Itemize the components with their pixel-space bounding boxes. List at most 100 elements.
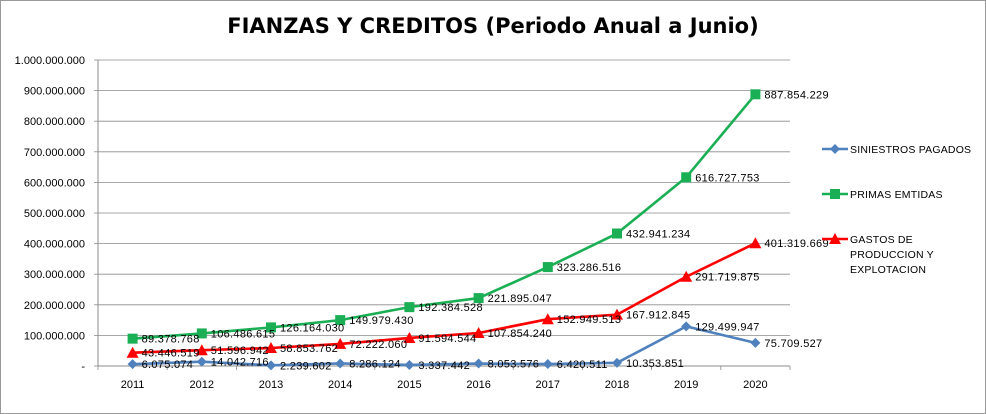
data-point (541, 313, 554, 325)
data-label: 58.853.762 (280, 343, 338, 355)
legend-swatch (822, 188, 848, 200)
data-label: 8.053.576 (488, 359, 540, 371)
y-tick-label: 200.000.000 (24, 300, 85, 312)
data-point (473, 358, 484, 369)
data-label: 6.075.074 (142, 359, 194, 371)
data-point (473, 293, 484, 304)
data-point (265, 341, 277, 353)
series-line (132, 325, 756, 367)
data-point (195, 344, 208, 356)
legend-label-line: PRIMAS EMTIDAS (850, 189, 943, 201)
data-point (749, 237, 762, 249)
x-tick-label: 2012 (190, 379, 214, 391)
data-label: 72.222.060 (349, 339, 407, 351)
y-tick-label: 900.000.000 (24, 86, 85, 98)
data-label: 401.319.669 (764, 238, 828, 250)
data-label: 221.895.047 (488, 293, 552, 305)
data-point (542, 262, 553, 273)
data-point (611, 308, 623, 320)
data-point (612, 357, 622, 368)
data-point (681, 172, 692, 183)
data-label: 323.286.516 (557, 262, 621, 274)
data-label: 432.941.234 (626, 229, 690, 241)
legend-swatch (822, 143, 848, 155)
legend-label-line: EXPLOTACION (850, 264, 927, 276)
data-point (266, 360, 276, 371)
legend-item: SINIESTROS PAGADOS (822, 143, 971, 158)
x-tick-label: 2013 (259, 379, 283, 391)
data-point (126, 346, 139, 358)
x-tick-label: 2017 (536, 379, 560, 391)
data-label: 126.164.030 (280, 322, 344, 334)
legend-item: PRIMAS EMTIDAS (822, 188, 943, 203)
legend-label: PRIMAS EMTIDAS (850, 188, 943, 203)
series-line (132, 93, 757, 340)
data-point (750, 89, 761, 100)
data-label: 106.486.615 (211, 328, 275, 340)
y-tick-label: - (81, 361, 85, 373)
data-label: 291.719.875 (695, 272, 759, 284)
data-point (681, 321, 692, 332)
data-point (334, 337, 347, 349)
legend-label: GASTOS DE PRODUCCION Y EXPLOTACION (850, 233, 934, 278)
data-label: 129.499.947 (695, 321, 759, 333)
legend-label-line: PRODUCCION Y (850, 249, 934, 261)
x-tick-label: 2018 (605, 379, 629, 391)
y-tick-label: 400.000.000 (24, 239, 85, 251)
x-tick-label: 2019 (674, 379, 698, 391)
data-label: 2.239.602 (280, 360, 332, 372)
data-point (680, 270, 693, 282)
data-label: 10.353.851 (626, 358, 684, 370)
data-label: 167.912.845 (626, 310, 690, 322)
data-label: 89.378.768 (142, 334, 200, 346)
data-label: 51.596.942 (211, 345, 269, 357)
y-tick-label: 600.000.000 (24, 177, 85, 189)
series-line (132, 242, 756, 355)
data-label: 14.042.716 (211, 357, 269, 369)
data-label: 91.594.544 (418, 333, 476, 345)
x-tick-label: 2014 (328, 379, 352, 391)
data-point (612, 228, 622, 239)
data-point (403, 331, 416, 343)
legend-label-line: GASTOS DE (850, 234, 913, 246)
data-label: 6.420.511 (557, 359, 608, 371)
y-tick-label: 700.000.000 (24, 147, 85, 159)
data-point (750, 337, 761, 348)
x-tick-label: 2020 (743, 379, 767, 391)
data-label: 43.446.519 (142, 348, 200, 360)
x-tick-label: 2015 (397, 379, 421, 391)
x-tick-label: 2011 (121, 379, 145, 391)
data-point (542, 359, 553, 370)
x-tick-label: 2016 (466, 379, 490, 391)
data-label: 887.854.229 (764, 89, 828, 101)
data-point (127, 333, 138, 344)
chart-title: FIANZAS Y CREDITOS (Periodo Anual a Juni… (227, 14, 759, 38)
data-label: 149.979.430 (349, 315, 413, 327)
data-label: 3.337.442 (418, 360, 470, 372)
data-label: 8.286.124 (349, 358, 401, 370)
data-label: 107.854.240 (488, 328, 552, 340)
data-point (196, 328, 207, 339)
y-tick-label: 500.000.000 (24, 208, 85, 220)
data-label: 616.727.753 (695, 172, 759, 184)
data-point (404, 302, 415, 313)
legend-label: SINIESTROS PAGADOS (850, 143, 971, 158)
data-label: 75.709.527 (764, 338, 822, 350)
data-point (127, 359, 138, 370)
data-point (472, 326, 485, 338)
legend-swatch (822, 233, 848, 245)
data-point (196, 356, 207, 367)
y-tick-label: 800.000.000 (24, 116, 85, 128)
data-point (404, 359, 415, 370)
data-point (335, 358, 346, 369)
data-label: 192.384.528 (418, 302, 482, 314)
legend-item: GASTOS DE PRODUCCION Y EXPLOTACION (822, 233, 934, 278)
data-point (335, 315, 346, 326)
y-tick-label: 1.000.000.000 (15, 55, 85, 67)
y-tick-label: 300.000.000 (24, 269, 85, 281)
legend-label-line: SINIESTROS PAGADOS (850, 144, 972, 156)
data-label: 152.949.513 (557, 314, 621, 326)
y-tick-label: 100.000.000 (24, 330, 85, 342)
